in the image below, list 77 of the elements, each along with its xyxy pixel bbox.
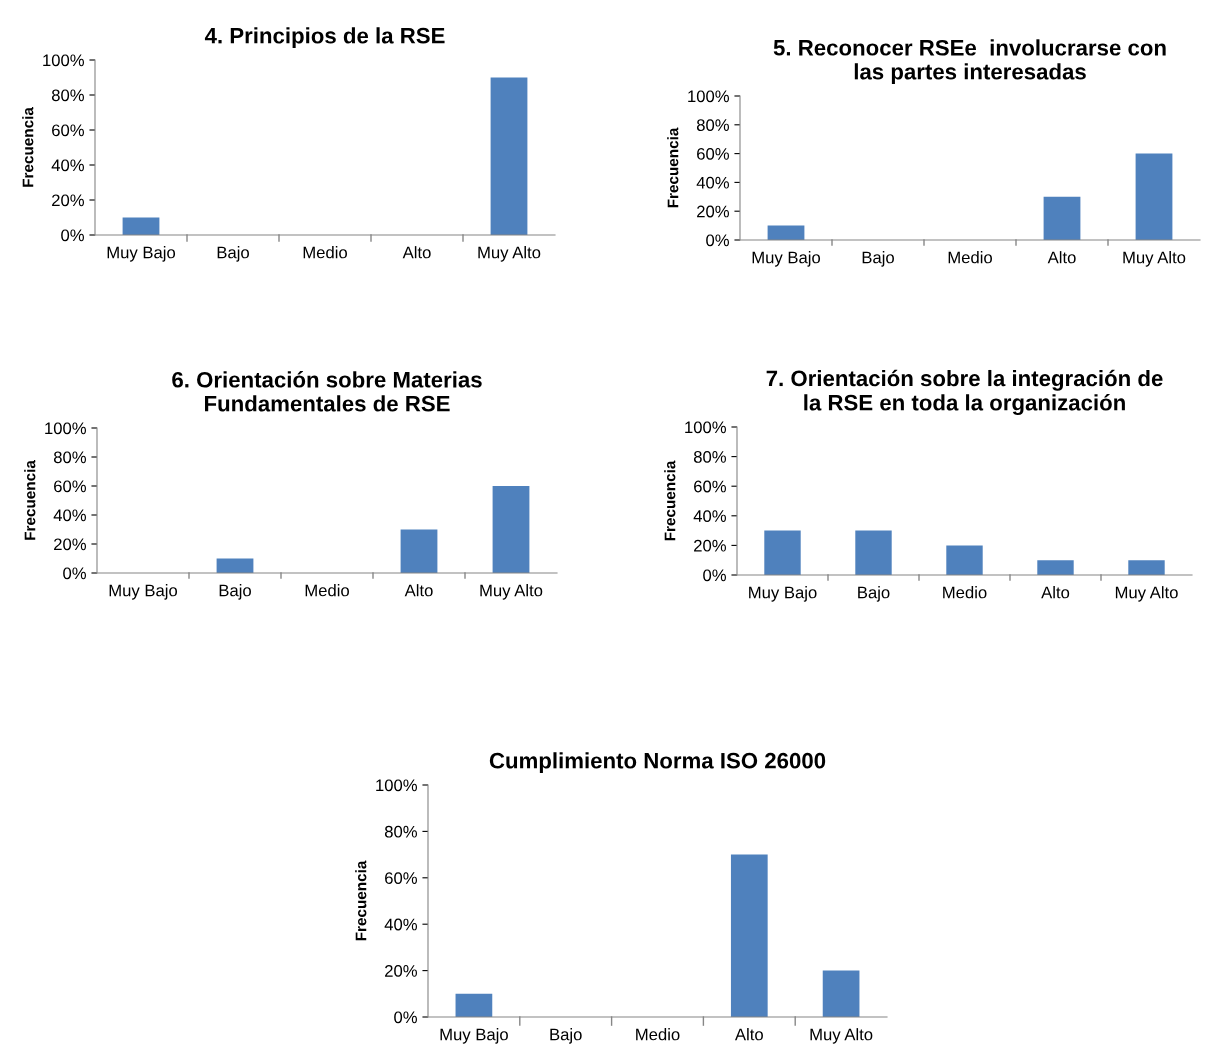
x-tick-label: Bajo	[550, 1028, 582, 1044]
x-tick-label: Muy Alto	[810, 1028, 873, 1044]
y-tick-label: 100%	[376, 779, 417, 792]
y-tick-label: 100%	[688, 90, 729, 103]
bar	[1128, 560, 1165, 575]
x-tick-label: Muy Bajo	[107, 246, 176, 262]
x-tick-label: Medio	[303, 246, 347, 259]
bar	[400, 529, 438, 573]
x-tick-label: Bajo	[219, 584, 251, 600]
y-tick-label: 40%	[51, 159, 84, 172]
bar	[492, 486, 530, 573]
y-tick-label: 20%	[385, 965, 417, 977]
y-tick-label: 0%	[706, 234, 729, 247]
x-tick-label: Bajo	[217, 246, 249, 262]
x-tick-label: Muy Alto	[1115, 586, 1178, 602]
y-axis-title: Frecuencia	[667, 127, 679, 208]
y-tick-label: 0%	[394, 1011, 417, 1024]
bar	[855, 530, 892, 575]
x-tick-label: Muy Bajo	[440, 1028, 508, 1044]
chart-title: 7. Orientación sobre la integración de la RSE en toda la organización	[766, 369, 1163, 416]
y-tick-label: 80%	[384, 825, 417, 838]
y-tick-label: 20%	[52, 194, 84, 207]
x-tick-label: Alto	[1041, 586, 1070, 599]
y-tick-label: 100%	[685, 421, 726, 434]
x-tick-label: Medio	[943, 586, 987, 599]
x-tick-label: Alto	[402, 246, 431, 259]
bar	[822, 970, 860, 1017]
y-tick-label: 60%	[694, 480, 726, 493]
x-tick-label: Muy Bajo	[109, 584, 178, 600]
y-tick-label: 40%	[696, 176, 729, 189]
y-tick-label: 0%	[63, 567, 86, 580]
y-tick-label: 20%	[694, 539, 726, 552]
x-tick-label: Muy Alto	[480, 584, 543, 600]
x-tick-label: Bajo	[862, 251, 894, 267]
x-tick-label: Muy Bajo	[749, 586, 817, 602]
y-tick-label: 40%	[384, 918, 417, 931]
y-tick-label: 80%	[696, 119, 729, 131]
y-tick-label: 60%	[52, 124, 84, 137]
y-tick-label: 0%	[61, 229, 84, 242]
x-tick-label: Muy Bajo	[752, 251, 821, 267]
y-tick-label: 40%	[53, 509, 86, 522]
y-tick-label: 100%	[45, 422, 86, 435]
bar	[1037, 560, 1074, 575]
y-axis-title: Frecuencia	[24, 460, 36, 540]
y-tick-label: 60%	[54, 480, 86, 493]
x-tick-label: Medio	[636, 1028, 680, 1041]
x-tick-label: Muy Alto	[1123, 251, 1186, 267]
x-tick-label: Muy Alto	[478, 246, 541, 262]
bar	[455, 993, 493, 1017]
y-tick-label: 60%	[697, 148, 729, 160]
bar	[946, 545, 983, 575]
y-tick-label: 40%	[693, 510, 726, 522]
y-tick-label: 80%	[53, 451, 86, 464]
y-axis-title: Frecuencia	[22, 107, 34, 187]
x-tick-label: Alto	[1047, 251, 1076, 264]
chart-title: 6. Orientación sobre Materias Fundamentales de RSE	[172, 371, 482, 412]
x-tick-label: Alto	[404, 584, 433, 597]
x-tick-label: Bajo	[858, 586, 890, 602]
chart-title: 5. Reconocer RSEe involucrarse con las partes interesadas	[773, 39, 1166, 84]
chart-title: 4. Principios de la RSE	[204, 27, 445, 48]
y-tick-label: 60%	[385, 872, 417, 884]
y-axis-title: Frecuencia	[355, 860, 367, 941]
y-tick-label: 20%	[697, 205, 729, 218]
y-tick-label: 80%	[51, 89, 84, 102]
x-tick-label: Medio	[305, 584, 349, 597]
chart-title: Cumplimiento Norma ISO 26000	[489, 752, 826, 773]
y-tick-label: 20%	[54, 538, 86, 551]
bar	[730, 854, 768, 1017]
y-tick-label: 100%	[43, 54, 84, 67]
y-axis-title: Frecuencia	[664, 460, 676, 541]
bar	[764, 530, 801, 575]
bar	[1043, 196, 1081, 240]
x-tick-label: Alto	[734, 1028, 763, 1041]
x-tick-label: Medio	[948, 251, 992, 264]
y-tick-label: 0%	[703, 569, 726, 582]
bar	[1135, 153, 1173, 240]
y-tick-label: 80%	[693, 451, 726, 463]
